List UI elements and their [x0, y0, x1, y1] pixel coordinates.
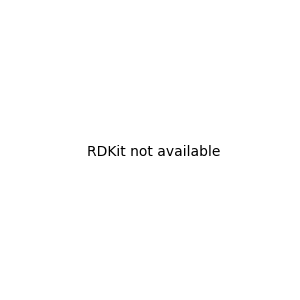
Text: RDKit not available: RDKit not available: [87, 145, 220, 158]
